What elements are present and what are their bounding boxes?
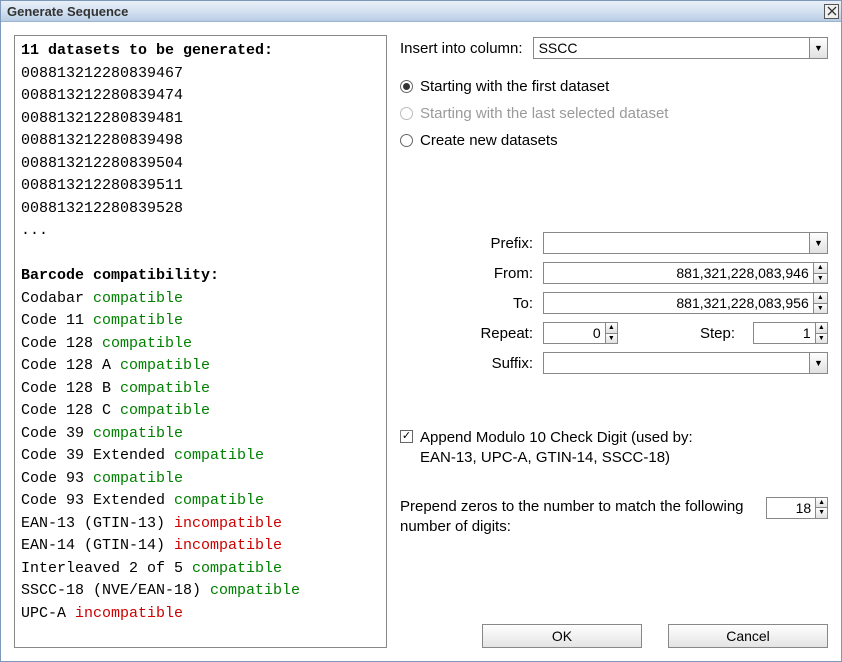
to-input[interactable] — [544, 293, 813, 313]
to-label: To: — [513, 295, 533, 312]
prefix-label: Prefix: — [490, 235, 533, 252]
spin-down-icon[interactable]: ▼ — [606, 334, 617, 344]
to-spinner[interactable]: ▲▼ — [543, 292, 828, 314]
from-input[interactable] — [544, 263, 813, 283]
repeat-label: Repeat: — [480, 325, 533, 342]
radio-first-dataset[interactable] — [400, 80, 413, 93]
radio-last-label: Starting with the last selected dataset — [420, 105, 668, 122]
radio-new-label: Create new datasets — [420, 132, 558, 149]
spin-down-icon[interactable]: ▼ — [816, 508, 827, 518]
repeat-spinner[interactable]: ▲▼ — [543, 322, 618, 344]
append-check-digit-checkbox[interactable]: ✓ — [400, 430, 413, 443]
prefix-input[interactable] — [544, 233, 809, 253]
step-spinner[interactable]: ▲▼ — [753, 322, 828, 344]
prepend-zeros-input[interactable] — [767, 498, 815, 518]
spin-down-icon[interactable]: ▼ — [814, 274, 827, 284]
chevron-down-icon[interactable]: ▼ — [809, 38, 827, 58]
spin-up-icon[interactable]: ▲ — [606, 323, 617, 334]
from-label: From: — [494, 265, 533, 282]
radio-last-selected — [400, 107, 413, 120]
close-icon[interactable] — [824, 4, 839, 19]
insert-column-combo[interactable]: ▼ — [533, 37, 828, 59]
prefix-combo[interactable]: ▼ — [543, 232, 828, 254]
from-spinner[interactable]: ▲▼ — [543, 262, 828, 284]
step-label: Step: — [700, 325, 735, 342]
spin-up-icon[interactable]: ▲ — [816, 323, 827, 334]
repeat-input[interactable] — [544, 323, 605, 343]
insert-column-label: Insert into column: — [400, 40, 523, 57]
window-title: Generate Sequence — [7, 4, 824, 19]
insert-column-input[interactable] — [534, 38, 809, 58]
spin-down-icon[interactable]: ▼ — [814, 304, 827, 314]
titlebar: Generate Sequence — [1, 1, 841, 22]
suffix-label: Suffix: — [492, 355, 533, 372]
chevron-down-icon[interactable]: ▼ — [809, 233, 827, 253]
radio-new-datasets[interactable] — [400, 134, 413, 147]
chevron-down-icon[interactable]: ▼ — [809, 353, 827, 373]
suffix-combo[interactable]: ▼ — [543, 352, 828, 374]
prepend-zeros-label: Prepend zeros to the number to match the… — [400, 497, 754, 538]
spin-up-icon[interactable]: ▲ — [814, 263, 827, 274]
cancel-button[interactable]: Cancel — [668, 624, 828, 648]
ok-button[interactable]: OK — [482, 624, 642, 648]
dialog-window: Generate Sequence 11 datasets to be gene… — [0, 0, 842, 662]
radio-first-label: Starting with the first dataset — [420, 78, 609, 95]
step-input[interactable] — [754, 323, 815, 343]
spin-up-icon[interactable]: ▲ — [816, 498, 827, 509]
suffix-input[interactable] — [544, 353, 809, 373]
spin-up-icon[interactable]: ▲ — [814, 293, 827, 304]
append-check-digit-label: Append Modulo 10 Check Digit (used by: E… — [420, 428, 730, 469]
preview-pane: 11 datasets to be generated: 00881321228… — [14, 35, 387, 648]
spin-down-icon[interactable]: ▼ — [816, 334, 827, 344]
prepend-zeros-spinner[interactable]: ▲▼ — [766, 497, 828, 519]
